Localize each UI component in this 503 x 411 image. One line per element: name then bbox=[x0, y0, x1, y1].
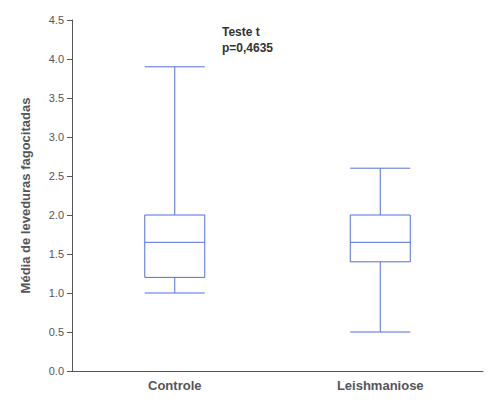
svg-text:Controle: Controle bbox=[148, 378, 201, 393]
svg-text:2.5: 2.5 bbox=[49, 170, 64, 182]
svg-text:4.5: 4.5 bbox=[49, 14, 64, 26]
svg-text:p=0,4635: p=0,4635 bbox=[222, 41, 273, 55]
svg-text:3.5: 3.5 bbox=[49, 92, 64, 104]
svg-text:0.5: 0.5 bbox=[49, 326, 64, 338]
svg-text:4.0: 4.0 bbox=[49, 53, 64, 65]
svg-text:3.0: 3.0 bbox=[49, 131, 64, 143]
svg-text:2.0: 2.0 bbox=[49, 209, 64, 221]
svg-text:1.0: 1.0 bbox=[49, 287, 64, 299]
svg-text:Teste t: Teste t bbox=[222, 25, 260, 39]
svg-text:Leishmaniose: Leishmaniose bbox=[337, 378, 424, 393]
svg-text:Média de leveduras fagocitadas: Média de leveduras fagocitadas bbox=[18, 98, 33, 294]
svg-text:0.0: 0.0 bbox=[49, 365, 64, 377]
svg-text:1.5: 1.5 bbox=[49, 248, 64, 260]
